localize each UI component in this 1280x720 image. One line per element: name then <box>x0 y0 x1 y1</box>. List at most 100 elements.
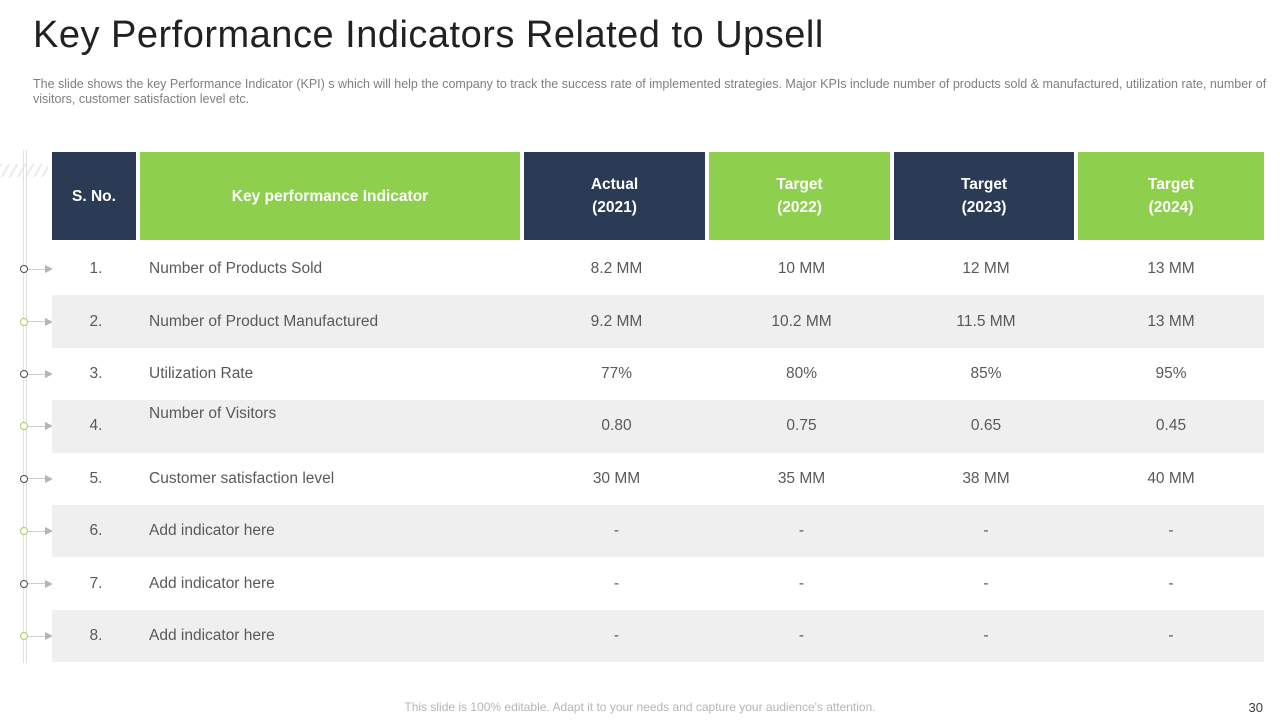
cell-indicator-name: Number of Visitors <box>149 405 277 423</box>
cell-serial-number: 4. <box>89 417 103 435</box>
column-header-line1: Actual <box>590 176 639 193</box>
column-header: Target (2022) <box>709 152 894 240</box>
cell-indicator-name: Number of Product Manufactured <box>149 312 379 330</box>
column-header-line1: Target <box>776 176 823 193</box>
cell-serial-number: 3. <box>89 364 103 382</box>
circle-marker-icon <box>20 527 28 536</box>
timeline-line <box>23 150 27 663</box>
cell-indicator-name: Utilization Rate <box>149 364 254 382</box>
circle-marker-icon <box>20 370 28 378</box>
cell-target-2023: - <box>983 522 989 540</box>
table-header-row: S. No. Key performance Indicator Actual … <box>52 152 1264 240</box>
cell-indicator-name: Add indicator here <box>149 626 275 644</box>
column-header-line2: (2024) <box>1148 199 1194 216</box>
cell-indicator-name: Add indicator here <box>149 574 275 592</box>
table-row: 8. Add indicator here - - - - <box>52 609 1264 663</box>
circle-marker-icon <box>20 422 28 431</box>
circle-marker-icon <box>20 632 28 640</box>
row-connector <box>20 474 53 483</box>
cell-target-2023: 85% <box>970 364 1002 382</box>
cell-actual-2021: - <box>613 626 620 644</box>
cell-target-2024: - <box>1168 574 1174 592</box>
connector-stem <box>28 583 45 585</box>
footer-note: This slide is 100% editable. Adapt it to… <box>404 700 876 714</box>
connector-stem <box>28 321 45 323</box>
arrow-right-icon <box>45 579 53 588</box>
cell-actual-2021: 0.80 <box>601 417 632 435</box>
slide-description: The slide shows the key Performance Indi… <box>33 77 1267 106</box>
cell-serial-number: 7. <box>89 574 103 592</box>
column-header-line1: Target <box>1147 176 1195 193</box>
cell-actual-2021: - <box>613 574 620 592</box>
connector-stem <box>28 530 45 532</box>
table-row: 6. Add indicator here - - - - <box>52 504 1264 558</box>
cell-target-2023: - <box>983 626 989 644</box>
row-connector <box>20 579 53 588</box>
table-row: 3. Utilization Rate 77% 80% 85% 95% <box>52 347 1264 401</box>
cell-target-2023: 11.5 MM <box>956 312 1016 330</box>
arrow-right-icon <box>45 265 53 274</box>
arrow-right-icon <box>45 317 53 326</box>
cell-target-2024: - <box>1168 626 1174 644</box>
table-row: 7. Add indicator here - - - - <box>52 557 1264 610</box>
connector-stem <box>28 373 45 375</box>
table-body: 1. Number of Products Sold 8.2 MM 10 MM … <box>52 243 1264 663</box>
circle-marker-icon <box>20 265 28 274</box>
cell-actual-2021: 9.2 MM <box>590 312 643 330</box>
cell-indicator-name: Add indicator here <box>149 522 275 540</box>
cell-target-2024: 0.45 <box>1155 417 1187 435</box>
cell-actual-2021: 8.2 MM <box>590 260 643 278</box>
cell-indicator-name: Number of Products Sold <box>149 260 323 278</box>
cell-actual-2021: 77% <box>600 364 633 382</box>
column-header: S. No. <box>52 152 140 240</box>
column-header: Target (2023) <box>894 152 1078 240</box>
cell-target-2022: - <box>798 574 805 592</box>
cell-actual-2021: 30 MM <box>592 469 641 487</box>
connector-stem <box>28 478 45 480</box>
cell-target-2024: 13 MM <box>1147 260 1195 278</box>
arrow-right-icon <box>45 632 53 640</box>
cell-target-2022: 80% <box>785 364 818 382</box>
table-row: 1. Number of Products Sold 8.2 MM 10 MM … <box>52 243 1264 296</box>
page-title: Key Performance Indicators Related to Up… <box>33 14 824 56</box>
row-connector <box>20 422 53 431</box>
cell-target-2023: 12 MM <box>962 260 1010 278</box>
column-header: Key performance Indicator <box>140 152 524 240</box>
row-connector <box>20 317 53 326</box>
cell-target-2024: 13 MM <box>1147 312 1195 330</box>
arrow-right-icon <box>45 527 53 536</box>
column-header-line1: Key performance Indicator <box>231 187 429 205</box>
kpi-table: S. No. Key performance Indicator Actual … <box>52 152 1264 663</box>
cell-indicator-name: Customer satisfaction level <box>149 469 335 487</box>
arrow-right-icon <box>45 474 53 483</box>
cell-target-2022: - <box>798 522 805 540</box>
circle-marker-icon <box>20 317 28 326</box>
cell-target-2022: 0.75 <box>786 417 817 435</box>
column-header: Actual (2021) <box>524 152 709 240</box>
cell-target-2022: 10.2 MM <box>771 312 832 330</box>
cell-serial-number: 1. <box>89 260 103 278</box>
cell-serial-number: 6. <box>89 522 103 540</box>
row-connector <box>20 370 53 379</box>
arrow-right-icon <box>45 422 53 431</box>
cell-serial-number: 2. <box>89 312 103 330</box>
row-connector <box>20 527 53 536</box>
connector-stem <box>28 268 45 270</box>
column-header: Target (2024) <box>1078 152 1264 240</box>
arrow-right-icon <box>45 370 53 378</box>
cell-target-2022: 10 MM <box>777 260 826 278</box>
connector-stem <box>28 425 45 427</box>
cell-serial-number: 8. <box>89 626 103 644</box>
table-row: 4. Number of Visitors 0.80 0.75 0.65 0.4… <box>52 400 1264 453</box>
column-header-line1: S. No. <box>72 187 116 205</box>
cell-serial-number: 5. <box>89 469 103 487</box>
cell-target-2023: 0.65 <box>970 417 1002 435</box>
column-header-line2: (2022) <box>777 199 822 216</box>
table-row: 5. Customer satisfaction level 30 MM 35 … <box>52 452 1264 505</box>
row-connector <box>20 265 53 274</box>
cell-target-2024: - <box>1168 522 1174 540</box>
table-row: 2. Number of Product Manufactured 9.2 MM… <box>52 295 1264 348</box>
connector-stem <box>28 635 45 637</box>
column-header-line2: (2023) <box>961 199 1007 216</box>
